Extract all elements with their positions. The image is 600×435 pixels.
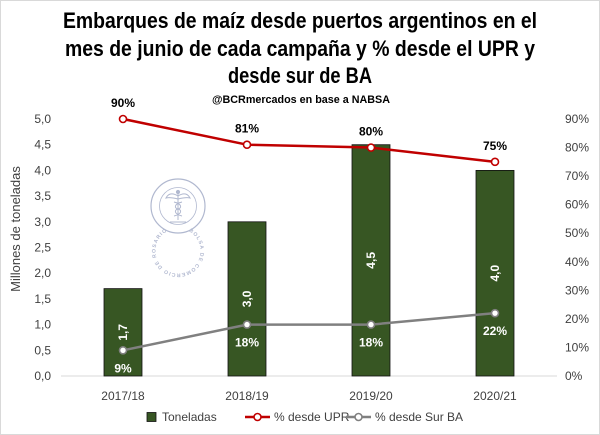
bar-series bbox=[103, 144, 515, 377]
bar-data-label: 3,0 bbox=[240, 290, 254, 307]
line-data-label: 22% bbox=[483, 324, 507, 338]
bar-data-labels: 1,7 3,0 4,5 4,0 bbox=[116, 252, 502, 341]
line-data-label: 90% bbox=[111, 96, 135, 110]
line-data-label: 81% bbox=[235, 122, 259, 136]
bar-data-label: 1,7 bbox=[116, 324, 130, 341]
x-tick-label: 2018/19 bbox=[225, 389, 269, 403]
y2-tick-label: 30% bbox=[565, 283, 589, 297]
y-tick-label: 2,0 bbox=[34, 266, 51, 280]
y-tick-label: 1,0 bbox=[34, 318, 51, 332]
series-line bbox=[121, 117, 497, 164]
bar bbox=[351, 144, 391, 377]
legend-marker bbox=[253, 412, 262, 422]
y2-tick-label: 90% bbox=[565, 112, 589, 126]
line-markers bbox=[118, 114, 500, 355]
line-data-labels: 90% 81% 80% 75% 9% 18% 18% 22% bbox=[111, 96, 507, 375]
line-data-label: 80% bbox=[359, 125, 383, 139]
y-axis-title: Millones de toneladas bbox=[8, 166, 23, 292]
chart-title-line-2: mes de junio de cada campaña y % desde e… bbox=[65, 36, 536, 61]
legend-label: % desde UPR bbox=[274, 410, 350, 424]
y2-tick-label: 20% bbox=[565, 312, 589, 326]
y-tick-label: 4,0 bbox=[34, 163, 51, 177]
line-data-label: 18% bbox=[235, 336, 259, 350]
x-tick-label: 2019/20 bbox=[349, 389, 393, 403]
chart-title-line-3: desde sur de BA bbox=[228, 63, 372, 88]
legend: Toneladas % desde UPR % desde Sur BA bbox=[146, 410, 463, 424]
chart-subtitle: @BCRmercados en base a NABSA bbox=[212, 94, 390, 106]
y-tick-label: 5,0 bbox=[34, 112, 51, 126]
legend-label: Toneladas bbox=[162, 410, 217, 424]
line-series bbox=[121, 117, 497, 352]
caduceus-icon bbox=[165, 189, 191, 223]
line-marker bbox=[242, 320, 252, 329]
x-tick-label: 2017/18 bbox=[101, 389, 145, 403]
seal-inner-ring bbox=[159, 187, 197, 225]
y2-tick-label: 70% bbox=[565, 169, 589, 183]
line-data-label: 75% bbox=[483, 139, 507, 153]
bar bbox=[227, 221, 267, 377]
line-marker bbox=[366, 320, 376, 329]
y-tick-label: 3,0 bbox=[34, 215, 51, 229]
y-tick-label: 1,5 bbox=[34, 292, 51, 306]
y2-tick-label: 40% bbox=[565, 255, 589, 269]
y2-tick-label: 80% bbox=[565, 141, 589, 155]
legend-label: % desde Sur BA bbox=[375, 410, 463, 424]
y2-tick-label: 0% bbox=[565, 369, 583, 383]
line-data-label: 9% bbox=[114, 361, 132, 375]
y-tick-label: 0,0 bbox=[34, 369, 51, 383]
bar bbox=[103, 288, 143, 377]
bar-data-label: 4,0 bbox=[488, 265, 502, 282]
legend-marker bbox=[354, 412, 363, 422]
chart-title-line-1: Embarques de maíz desde puertos argentin… bbox=[63, 8, 537, 33]
legend-swatch bbox=[146, 412, 157, 422]
line-marker bbox=[118, 345, 128, 355]
y2-tick-label: 50% bbox=[565, 226, 589, 240]
y2-tick-label: 60% bbox=[565, 198, 589, 212]
line-data-label: 18% bbox=[359, 336, 383, 350]
y-tick-label: 2,5 bbox=[34, 241, 51, 255]
line-marker bbox=[366, 143, 376, 152]
y2-tick-label: 10% bbox=[565, 340, 589, 354]
y-tick-label: 3,5 bbox=[34, 189, 51, 203]
line-marker bbox=[242, 140, 252, 149]
line-marker bbox=[490, 308, 500, 318]
bar-data-label: 4,5 bbox=[364, 252, 378, 269]
line-marker bbox=[490, 157, 500, 167]
y-tick-label: 4,5 bbox=[34, 138, 51, 152]
seal-outer-ring bbox=[150, 178, 206, 234]
series-line bbox=[121, 311, 497, 352]
bar bbox=[475, 169, 515, 377]
x-tick-label: 2020/21 bbox=[473, 389, 517, 403]
line-marker bbox=[118, 114, 128, 124]
axes: 0,0 0,5 1,0 1,5 2,0 2,5 3,0 3,5 4,0 4,5 5,0 0% 10% 20… bbox=[34, 112, 589, 403]
y-tick-label: 0,5 bbox=[34, 343, 51, 357]
